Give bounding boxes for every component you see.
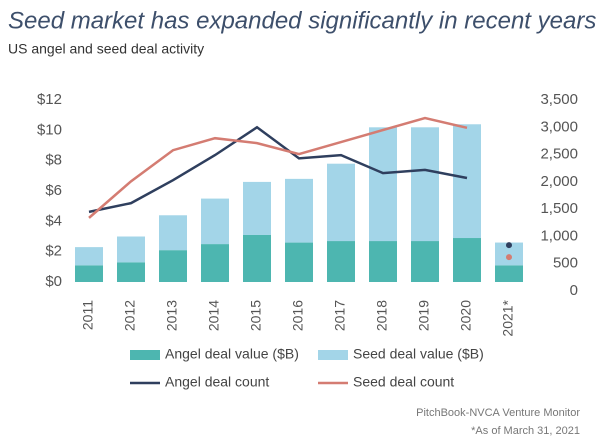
bar xyxy=(201,198,229,245)
legend-label: Angel deal value ($B) xyxy=(165,346,299,362)
y-tick-label: $2 xyxy=(45,243,62,260)
x-tick-label: 2012 xyxy=(122,300,138,331)
x-tick-label: 2017 xyxy=(332,300,348,331)
x-tick-label: 2019 xyxy=(416,300,432,331)
chart-title: Seed market has expanded significantly i… xyxy=(8,7,596,34)
y-tick-label: $10 xyxy=(37,121,62,138)
bar xyxy=(369,241,397,282)
bar xyxy=(495,242,523,266)
x-tick-label: 2018 xyxy=(374,300,390,331)
point xyxy=(506,254,512,261)
bar xyxy=(75,247,103,266)
bar xyxy=(327,241,355,282)
bar xyxy=(117,262,145,282)
legend-label: Angel deal count xyxy=(165,374,269,390)
x-tick-label: 2021* xyxy=(500,299,516,336)
legend-swatch xyxy=(318,350,348,360)
x-tick-label: 2013 xyxy=(164,300,180,331)
line xyxy=(88,125,468,214)
bar xyxy=(75,265,103,282)
y-tick-label: $0 xyxy=(45,273,62,290)
point xyxy=(506,242,512,249)
bar xyxy=(159,250,187,282)
note: *As of March 31, 2021 xyxy=(471,425,580,437)
y2-tick-label: 1,000 xyxy=(540,227,578,244)
bar xyxy=(411,127,439,242)
bar xyxy=(117,236,145,263)
y2-tick-label: 0 xyxy=(570,282,578,299)
source: PitchBook-NVCA Venture Monitor xyxy=(416,407,580,419)
x-tick-label: 2015 xyxy=(248,300,264,331)
bar xyxy=(285,242,313,282)
chart-subtitle: US angel and seed deal activity xyxy=(8,41,204,57)
legend-label: Seed deal value ($B) xyxy=(353,346,484,362)
bar xyxy=(159,215,187,251)
legend-swatch xyxy=(130,350,160,360)
x-tick-label: 2011 xyxy=(80,300,96,330)
bar xyxy=(453,238,481,282)
y2-tick-label: 3,000 xyxy=(540,118,578,135)
bar xyxy=(369,127,397,242)
y2-tick-label: 3,500 xyxy=(540,91,578,108)
x-tick-label: 2014 xyxy=(206,300,222,331)
y2-tick-label: 2,000 xyxy=(540,173,578,190)
bar xyxy=(243,234,271,282)
y-tick-label: $4 xyxy=(45,212,62,229)
y2-tick-label: 1,500 xyxy=(540,200,578,217)
y-tick-label: $12 xyxy=(37,91,62,108)
bar xyxy=(411,241,439,282)
bar xyxy=(201,244,229,282)
bar xyxy=(495,265,523,282)
x-tick-label: 2016 xyxy=(290,300,306,331)
y2-tick-label: 500 xyxy=(553,255,578,272)
y2-tick-label: 2,500 xyxy=(540,146,578,163)
bar xyxy=(453,124,481,239)
line xyxy=(88,116,468,219)
bar xyxy=(327,163,355,242)
bar xyxy=(285,178,313,243)
bar xyxy=(243,181,271,235)
x-tick-label: 2020 xyxy=(458,300,474,331)
legend-label: Seed deal count xyxy=(353,374,454,390)
y-tick-label: $8 xyxy=(45,152,62,169)
y-tick-label: $6 xyxy=(45,182,62,199)
